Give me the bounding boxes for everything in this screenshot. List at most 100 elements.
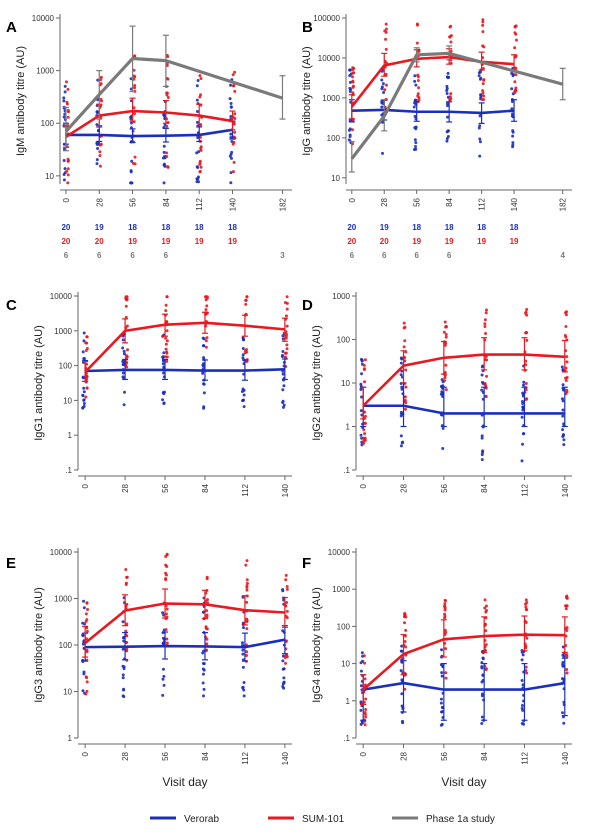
- verorab-point: [561, 711, 565, 715]
- sum101-point: [384, 47, 388, 51]
- sum101-point: [449, 92, 453, 96]
- sum101-point: [564, 607, 568, 611]
- sum101-point: [233, 70, 237, 74]
- sum101-point: [443, 379, 447, 383]
- verorab-point: [381, 82, 385, 86]
- sum101-point: [404, 407, 408, 411]
- verorab-point: [382, 90, 386, 94]
- verorab-point: [121, 647, 125, 651]
- sum101-line: [362, 353, 565, 407]
- verorab-point: [521, 432, 525, 436]
- verorab-point: [348, 134, 352, 138]
- verorab-point: [62, 158, 66, 162]
- sum101-point: [66, 115, 70, 119]
- sum101-point: [449, 40, 453, 44]
- sum101-point: [245, 578, 249, 582]
- verorab-point: [242, 405, 246, 409]
- sum101-point: [443, 605, 447, 609]
- sum101-point: [66, 157, 70, 161]
- sum101-point: [404, 368, 408, 372]
- sum101-point: [98, 150, 102, 154]
- verorab-point: [201, 651, 205, 655]
- sum101-point: [199, 93, 203, 97]
- sum101-point: [484, 629, 488, 633]
- verorab-point: [361, 659, 365, 663]
- verorab-point: [202, 668, 206, 672]
- sum101-point: [285, 332, 289, 336]
- sum101-point: [417, 86, 421, 90]
- verorab-point: [445, 130, 449, 134]
- verorab-point: [129, 170, 133, 174]
- x-tick-label: 28: [121, 483, 130, 492]
- verorab-point: [62, 99, 66, 103]
- verorab-point: [161, 677, 165, 681]
- verorab-point: [480, 453, 484, 457]
- y-axis-label: IgG4 antibody titre (AU): [311, 587, 323, 703]
- sum101-point: [125, 575, 129, 579]
- verorab-point: [161, 398, 165, 402]
- sum101-point: [166, 77, 170, 81]
- verorab-point: [380, 78, 384, 82]
- verorab-point: [129, 117, 133, 121]
- verorab-point: [400, 385, 404, 389]
- y-tick-label: 10: [341, 660, 350, 669]
- sum101-point: [233, 89, 237, 93]
- sum101-point: [404, 615, 408, 619]
- verorab-point: [359, 684, 363, 688]
- sum101-point: [362, 654, 366, 658]
- sum101-point: [483, 322, 487, 326]
- y-tick-label: 1000: [332, 585, 350, 594]
- sum101-point: [485, 358, 489, 362]
- verorab-point: [478, 124, 482, 128]
- verorab-point: [521, 442, 525, 446]
- sum101-point: [524, 382, 528, 386]
- verorab-point: [562, 438, 566, 442]
- sum101-point: [66, 159, 70, 163]
- verorab-point: [359, 382, 363, 386]
- verorab-point: [477, 74, 481, 78]
- sum101-count: 19: [510, 237, 519, 246]
- sum101-count: 19: [445, 237, 454, 246]
- sum101-point: [165, 565, 169, 569]
- verorab-point: [281, 334, 285, 338]
- verorab-point: [413, 138, 417, 142]
- verorab-point: [82, 401, 86, 405]
- x-tick-label: 56: [161, 483, 170, 492]
- sum101-point: [524, 605, 528, 609]
- sum101-point: [483, 383, 487, 387]
- sum101-point: [125, 295, 129, 299]
- verorab-point: [121, 371, 125, 375]
- verorab-point: [480, 373, 484, 377]
- verorab-count: 18: [510, 223, 519, 232]
- verorab-point: [82, 339, 86, 343]
- sum101-point: [85, 676, 89, 680]
- verorab-point: [122, 688, 126, 692]
- verorab-point: [520, 706, 524, 710]
- sum101-point: [351, 79, 355, 83]
- verorab-point: [81, 634, 85, 638]
- verorab-point: [439, 697, 443, 701]
- verorab-point: [520, 415, 524, 419]
- verorab-point: [359, 708, 363, 712]
- sum101-point: [416, 75, 420, 79]
- x-tick-label: 28: [121, 751, 130, 760]
- sum101-point: [448, 98, 452, 102]
- verorab-point: [195, 84, 199, 88]
- verorab-point: [281, 405, 285, 409]
- y-axis-label: IgM antibody titre (AU): [15, 46, 27, 156]
- verorab-point: [400, 692, 404, 696]
- verorab-point: [522, 380, 526, 384]
- verorab-point: [81, 621, 85, 625]
- sum101-point: [165, 63, 169, 67]
- sum101-point: [84, 620, 88, 624]
- y-tick-label: 10: [63, 688, 72, 697]
- verorab-point: [400, 369, 404, 373]
- verorab-count: 18: [161, 223, 170, 232]
- sum101-point: [363, 432, 367, 436]
- verorab-line: [362, 681, 566, 691]
- sum101-point: [244, 298, 248, 302]
- sum101-point: [402, 321, 406, 325]
- verorab-line: [351, 108, 515, 115]
- verorab-point: [62, 178, 66, 182]
- sum101-point: [403, 339, 407, 343]
